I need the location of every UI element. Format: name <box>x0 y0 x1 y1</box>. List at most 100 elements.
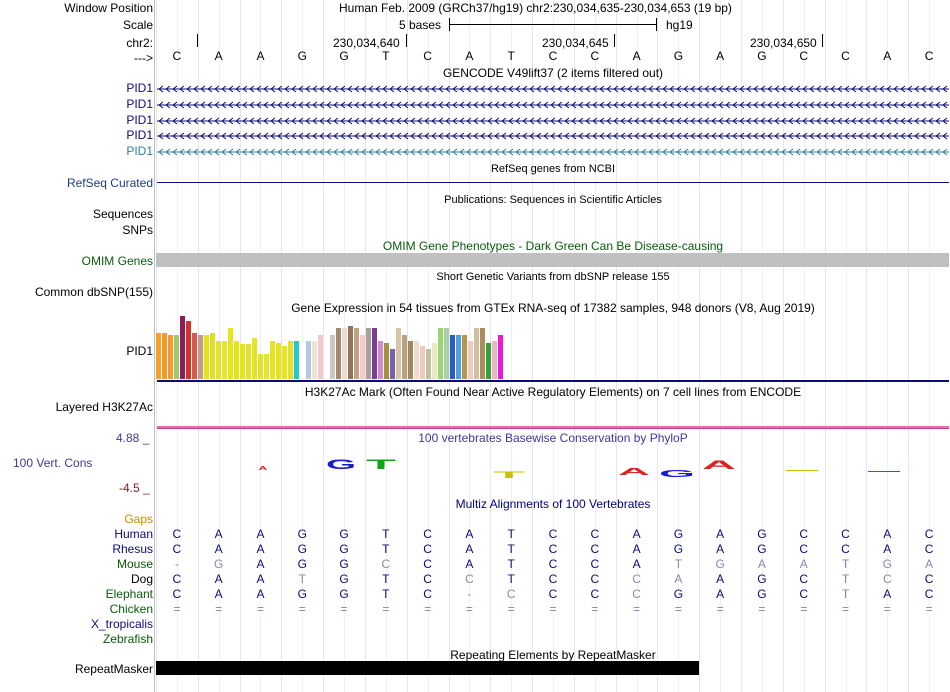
aligned-base: C <box>632 572 641 586</box>
gtex-tissue-bar[interactable] <box>186 321 191 379</box>
gencode-transcript-line[interactable] <box>157 99 949 109</box>
gtex-tissue-bar[interactable] <box>240 344 245 379</box>
scale-value: 5 bases <box>399 18 442 32</box>
repeatmasker-label[interactable]: RepeatMasker <box>74 662 153 676</box>
h3k27ac-label[interactable]: Layered H3K27Ac <box>55 400 153 414</box>
base-letter: C <box>799 49 809 63</box>
aligned-base: C <box>548 542 558 556</box>
gencode-transcript-line[interactable] <box>157 130 949 140</box>
refseq-label[interactable]: RefSeq Curated <box>66 176 153 190</box>
species-label[interactable]: Dog <box>130 572 153 586</box>
gtex-tissue-bar[interactable] <box>414 341 419 379</box>
gtex-tissue-bar[interactable] <box>156 333 161 379</box>
gtex-tissue-bar[interactable] <box>486 343 491 379</box>
gtex-tissue-bar[interactable] <box>462 335 467 379</box>
gtex-tissue-bar[interactable] <box>468 341 473 379</box>
gtex-tissue-bar[interactable] <box>420 346 425 379</box>
gtex-tissue-bar[interactable] <box>306 341 311 379</box>
gencode-item-label[interactable]: PID1 <box>126 113 153 127</box>
gtex-tissue-bar[interactable] <box>282 346 287 379</box>
conservation-label[interactable]: 100 Vert. Cons <box>13 456 93 470</box>
gtex-tissue-bar[interactable] <box>234 341 239 379</box>
species-label[interactable]: X_tropicalis <box>90 617 153 631</box>
gtex-tissue-bar[interactable] <box>456 335 461 379</box>
gtex-tissue-bar[interactable] <box>294 341 299 379</box>
aligned-base: A <box>716 587 725 601</box>
gaps-label[interactable]: Gaps <box>124 512 153 526</box>
gtex-tissue-bar[interactable] <box>438 328 443 379</box>
gtex-tissue-bar[interactable] <box>210 333 215 379</box>
gtex-tissue-bar[interactable] <box>222 341 227 379</box>
gtex-tissue-bar[interactable] <box>204 335 209 379</box>
gencode-item-label[interactable]: PID1 <box>126 97 153 111</box>
gtex-tissue-bar[interactable] <box>318 335 323 379</box>
gtex-tissue-bar[interactable] <box>216 341 221 379</box>
gtex-tissue-bar[interactable] <box>162 333 167 379</box>
gtex-bar-chart[interactable] <box>156 312 950 384</box>
refseq-gene-line[interactable] <box>157 182 949 183</box>
conservation-logo[interactable]: A G T T A G A <box>156 455 950 485</box>
snps-label[interactable]: SNPs <box>122 223 153 237</box>
species-label[interactable]: Chicken <box>109 602 153 616</box>
gtex-tissue-bar[interactable] <box>336 328 341 379</box>
gencode-transcript-line[interactable] <box>157 83 949 93</box>
gtex-tissue-bar[interactable] <box>378 341 383 379</box>
gtex-tissue-bar[interactable] <box>432 343 437 379</box>
gencode-item-label[interactable]: PID1 <box>126 128 153 142</box>
gtex-tissue-bar[interactable] <box>330 335 335 379</box>
gtex-tissue-bar[interactable] <box>246 344 251 379</box>
chrom-label: chr2: <box>126 36 153 50</box>
species-label[interactable]: Mouse <box>116 557 153 571</box>
publications-label[interactable]: Sequences <box>92 207 153 221</box>
gtex-tissue-bar[interactable] <box>480 328 485 379</box>
gtex-tissue-bar[interactable] <box>384 343 389 379</box>
gencode-transcript-line[interactable] <box>157 146 949 156</box>
gtex-tissue-bar[interactable] <box>192 333 197 379</box>
gtex-tissue-bar[interactable] <box>402 335 407 379</box>
aligned-base: A <box>214 587 223 601</box>
species-label[interactable]: Zebrafish <box>102 632 153 646</box>
repeatmasker-element[interactable] <box>156 661 699 675</box>
gtex-tissue-bar[interactable] <box>276 343 281 379</box>
omim-label[interactable]: OMIM Genes <box>81 254 153 268</box>
gtex-tissue-bar[interactable] <box>174 335 179 379</box>
gtex-tissue-bar[interactable] <box>372 328 377 379</box>
aligned-base: T <box>382 527 390 541</box>
gtex-tissue-bar[interactable] <box>180 316 185 379</box>
gtex-tissue-bar[interactable] <box>228 328 233 379</box>
gtex-tissue-bar[interactable] <box>366 328 371 379</box>
omim-gene-bar[interactable] <box>156 253 949 267</box>
gtex-tissue-bar[interactable] <box>270 341 275 379</box>
aligned-base: G <box>339 527 349 541</box>
gtex-tissue-bar[interactable] <box>168 335 173 379</box>
gtex-tissue-bar[interactable] <box>498 335 503 379</box>
gtex-tissue-bar[interactable] <box>396 328 401 379</box>
gtex-tissue-bar[interactable] <box>288 341 293 379</box>
species-label[interactable]: Rhesus <box>112 542 153 556</box>
gtex-tissue-bar[interactable] <box>408 341 413 379</box>
gencode-item-label[interactable]: PID1 <box>126 81 153 95</box>
dbsnp-label[interactable]: Common dbSNP(155) <box>34 285 153 299</box>
gtex-tissue-bar[interactable] <box>312 341 317 379</box>
gtex-tissue-bar[interactable] <box>444 328 449 379</box>
gtex-tissue-bar[interactable] <box>264 354 269 379</box>
gtex-label[interactable]: PID1 <box>126 344 153 358</box>
aligned-base: = <box>800 602 808 616</box>
gtex-tissue-bar[interactable] <box>390 349 395 379</box>
gtex-tissue-bar[interactable] <box>360 335 365 379</box>
gtex-tissue-bar[interactable] <box>300 343 305 379</box>
gtex-tissue-bar[interactable] <box>450 335 455 379</box>
gtex-tissue-bar[interactable] <box>258 354 263 379</box>
gtex-tissue-bar[interactable] <box>252 338 257 379</box>
species-label[interactable]: Elephant <box>105 587 153 601</box>
gtex-tissue-bar[interactable] <box>342 328 347 379</box>
gencode-transcript-line[interactable] <box>157 115 949 125</box>
gtex-tissue-bar[interactable] <box>426 349 431 379</box>
gencode-item-label[interactable]: PID1 <box>126 144 153 158</box>
gtex-tissue-bar[interactable] <box>474 328 479 379</box>
gtex-tissue-bar[interactable] <box>198 335 203 379</box>
gtex-tissue-bar[interactable] <box>354 328 359 379</box>
species-label[interactable]: Human <box>114 527 153 541</box>
gtex-tissue-bar[interactable] <box>492 341 497 379</box>
gtex-tissue-bar[interactable] <box>348 326 353 379</box>
